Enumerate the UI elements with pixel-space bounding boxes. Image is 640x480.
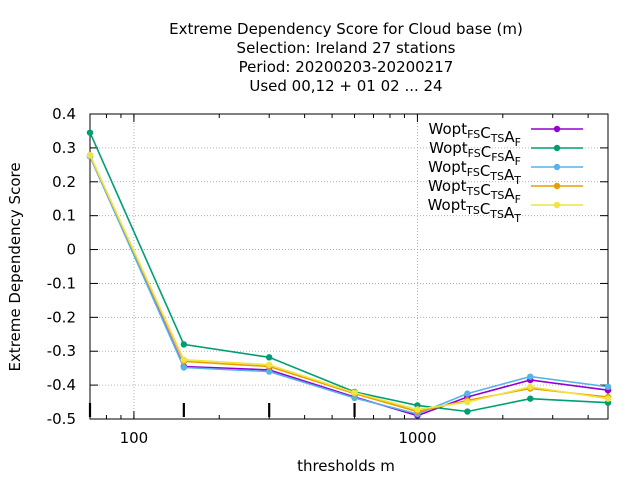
y-tick-label: 0.3 bbox=[52, 139, 76, 157]
x-tick-label: 1000 bbox=[398, 429, 436, 447]
y-tick-label: -0.1 bbox=[47, 274, 76, 292]
legend-entry: WoptFSCFSAF bbox=[429, 139, 583, 168]
series-3 bbox=[86, 153, 612, 418]
data-point bbox=[527, 383, 534, 391]
data-point bbox=[180, 364, 188, 371]
data-point bbox=[180, 341, 188, 348]
legend-marker bbox=[553, 182, 561, 190]
data-point bbox=[414, 406, 421, 413]
data-point bbox=[351, 389, 358, 396]
series-lines bbox=[86, 129, 612, 419]
data-point bbox=[265, 368, 273, 375]
legend-marker bbox=[553, 201, 561, 209]
data-point bbox=[265, 354, 273, 361]
series-line bbox=[89, 154, 609, 411]
y-tick-label: -0.3 bbox=[47, 342, 76, 360]
legend-entry: WoptTSCTSAF bbox=[428, 177, 583, 206]
y-tick-label: 0.4 bbox=[52, 105, 76, 123]
series-2 bbox=[86, 129, 612, 415]
y-tick-label: 0.1 bbox=[52, 207, 76, 225]
series-line bbox=[89, 156, 609, 415]
legend-entry: WoptFSCTSAF bbox=[429, 120, 583, 149]
x-tick-label: 100 bbox=[120, 429, 149, 447]
legend-label: WoptFSCTSAT bbox=[428, 158, 521, 187]
chart-title: Extreme Dependency Score for Cloud base … bbox=[169, 20, 523, 95]
data-point bbox=[464, 398, 471, 406]
series-5 bbox=[86, 152, 612, 413]
y-tick-label: -0.5 bbox=[47, 410, 76, 428]
y-tick-label: 0 bbox=[66, 241, 76, 259]
data-point bbox=[86, 152, 94, 159]
y-tick-label: -0.2 bbox=[47, 308, 76, 326]
title-line: Selection: Ireland 27 stations bbox=[237, 39, 456, 57]
legend-label: WoptFSCFSAF bbox=[429, 139, 521, 168]
series-line bbox=[89, 154, 609, 413]
legend-marker bbox=[553, 144, 561, 152]
grid bbox=[90, 114, 608, 419]
axes: 0.4 0.3 0.2 0.1 0 -0.1 -0.2 -0.3 -0.4 -0.5 100 1000 bbox=[47, 105, 609, 447]
x-axis-label: thresholds m bbox=[297, 457, 395, 475]
data-point bbox=[464, 408, 471, 415]
legend-entry: WoptFSCTSAT bbox=[428, 158, 583, 187]
legend-label: WoptTSCTSAF bbox=[428, 177, 521, 206]
data-point bbox=[604, 395, 612, 402]
title-line: Period: 20200203-20200217 bbox=[239, 58, 454, 76]
plot-frame bbox=[89, 113, 609, 420]
legend-marker bbox=[553, 163, 561, 171]
y-axis-label: Extreme Dependency Score bbox=[6, 162, 24, 371]
legend-marker bbox=[553, 125, 561, 133]
data-point bbox=[527, 373, 534, 380]
legend-label: WoptTSCTSAT bbox=[428, 196, 522, 225]
data-point bbox=[464, 390, 471, 397]
data-point bbox=[604, 383, 612, 391]
title-line: Extreme Dependency Score for Cloud base … bbox=[169, 20, 523, 38]
data-point bbox=[527, 395, 534, 402]
data-point bbox=[351, 394, 358, 402]
series-line bbox=[89, 132, 609, 413]
series-1 bbox=[86, 153, 612, 419]
legend-label: WoptFSCTSAF bbox=[429, 120, 521, 149]
legend-entry: WoptTSCTSAT bbox=[428, 196, 583, 225]
legend: WoptFSCTSAFWoptFSCFSAFWoptFSCTSATWoptTSC… bbox=[428, 120, 583, 225]
data-point bbox=[86, 129, 94, 136]
y-tick-label: -0.4 bbox=[47, 376, 76, 394]
data-point bbox=[180, 356, 188, 363]
data-point bbox=[265, 361, 273, 368]
title-line: Used 00,12 + 01 02 ... 24 bbox=[249, 77, 442, 95]
y-tick-label: 0.2 bbox=[52, 173, 76, 191]
